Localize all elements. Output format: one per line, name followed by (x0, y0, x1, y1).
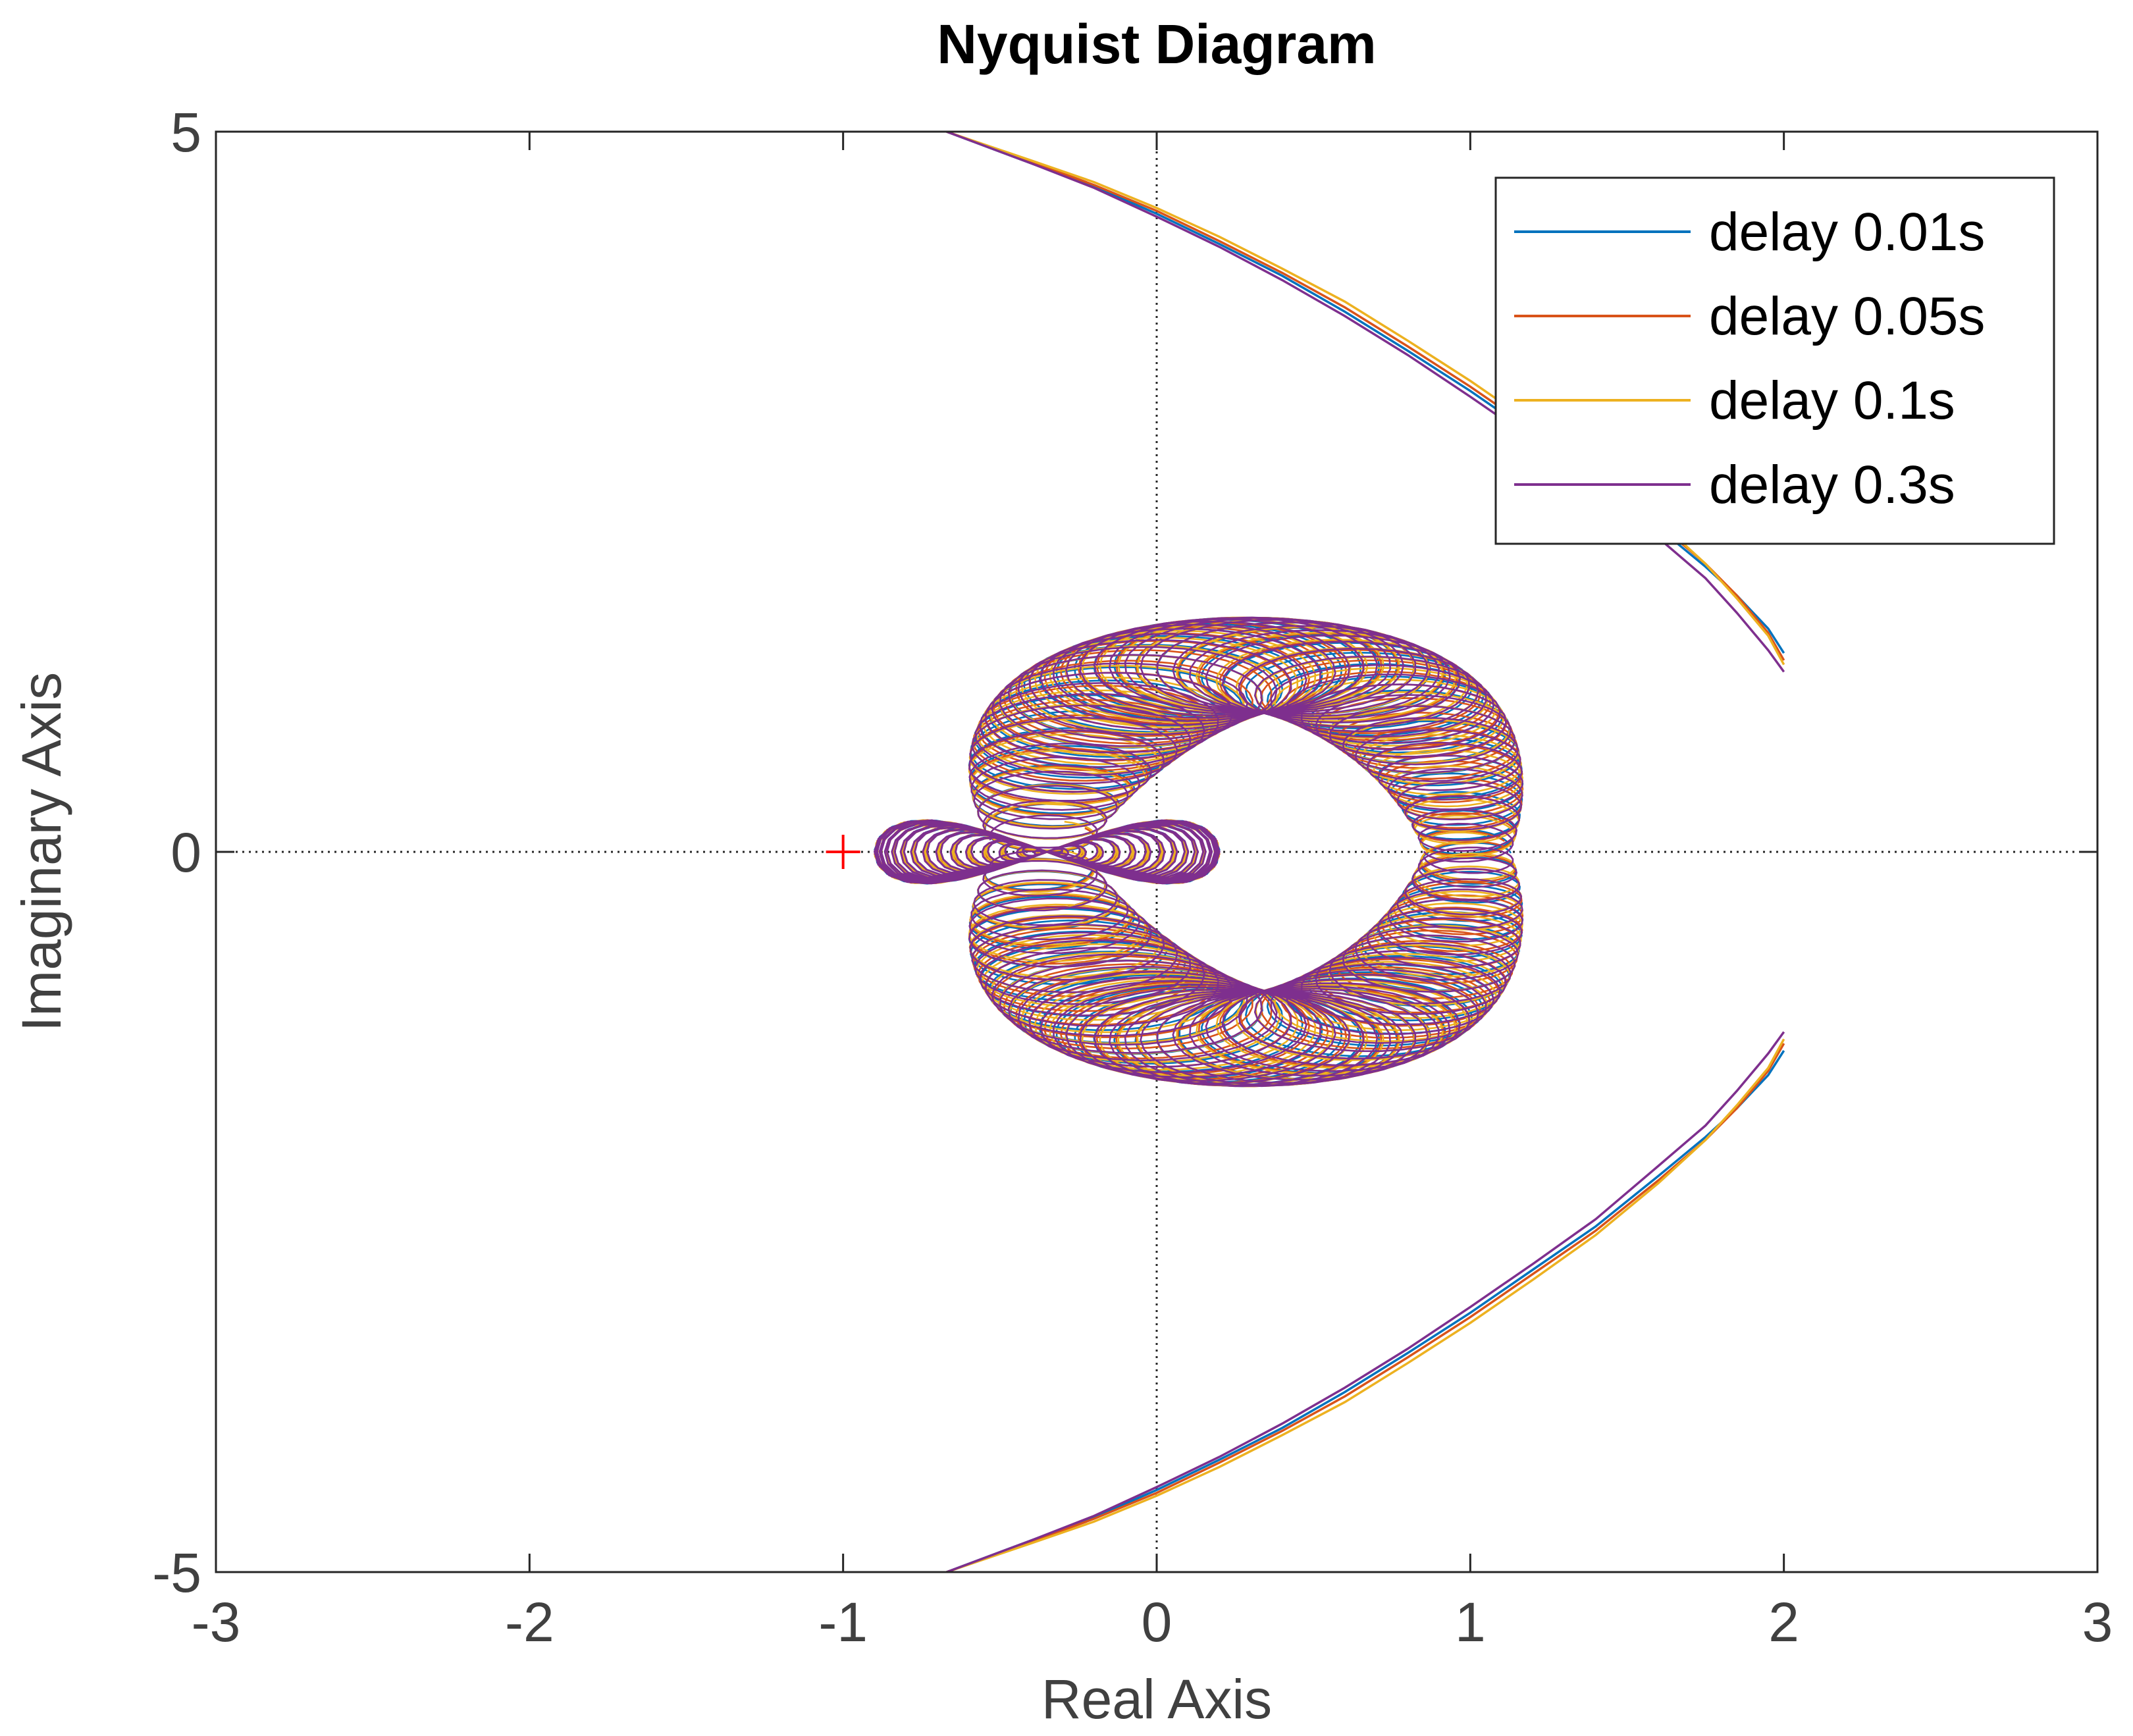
x-tick-label: 0 (1142, 1591, 1172, 1653)
series-loops (968, 616, 1523, 863)
x-tick-label: 1 (1455, 1591, 1486, 1653)
curves (873, 132, 1785, 1572)
chart-title: Nyquist Diagram (937, 13, 1377, 75)
legend: delay 0.01s delay 0.05s delay 0.1s delay 0.… (1494, 176, 2055, 545)
x-tick-labels: -3 -2 -1 0 1 2 3 (192, 1591, 2113, 1653)
axis-ticks (215, 130, 2099, 1573)
y-tick-label: -5 (152, 1542, 201, 1604)
zero-lines (216, 132, 2097, 1572)
legend-label: delay 0.05s (1709, 286, 1985, 346)
legend-label: delay 0.1s (1709, 371, 1955, 431)
y-tick-label: 0 (171, 822, 201, 883)
series-line (946, 1031, 1785, 1572)
x-tick-label: -3 (192, 1591, 241, 1653)
x-tick-label: 2 (1768, 1591, 1799, 1653)
x-tick-label: -1 (818, 1591, 868, 1653)
series-line (946, 132, 1785, 673)
series-line (946, 132, 1785, 666)
y-tick-labels: -5 0 5 (152, 101, 201, 1604)
critical-point-marker (826, 835, 860, 869)
x-tick-label: 3 (2082, 1591, 2113, 1653)
x-tick-label: -2 (505, 1591, 554, 1653)
x-axis-label: Real Axis (1041, 1668, 1272, 1730)
series-core (873, 819, 1221, 885)
y-axis-label: Imaginary Axis (11, 672, 72, 1032)
legend-box (1494, 176, 2055, 545)
series-loops (968, 847, 1523, 1088)
series-line (946, 1038, 1785, 1572)
legend-label: delay 0.01s (1709, 202, 1985, 262)
y-tick-label: 5 (171, 101, 201, 163)
legend-label: delay 0.3s (1709, 455, 1955, 515)
